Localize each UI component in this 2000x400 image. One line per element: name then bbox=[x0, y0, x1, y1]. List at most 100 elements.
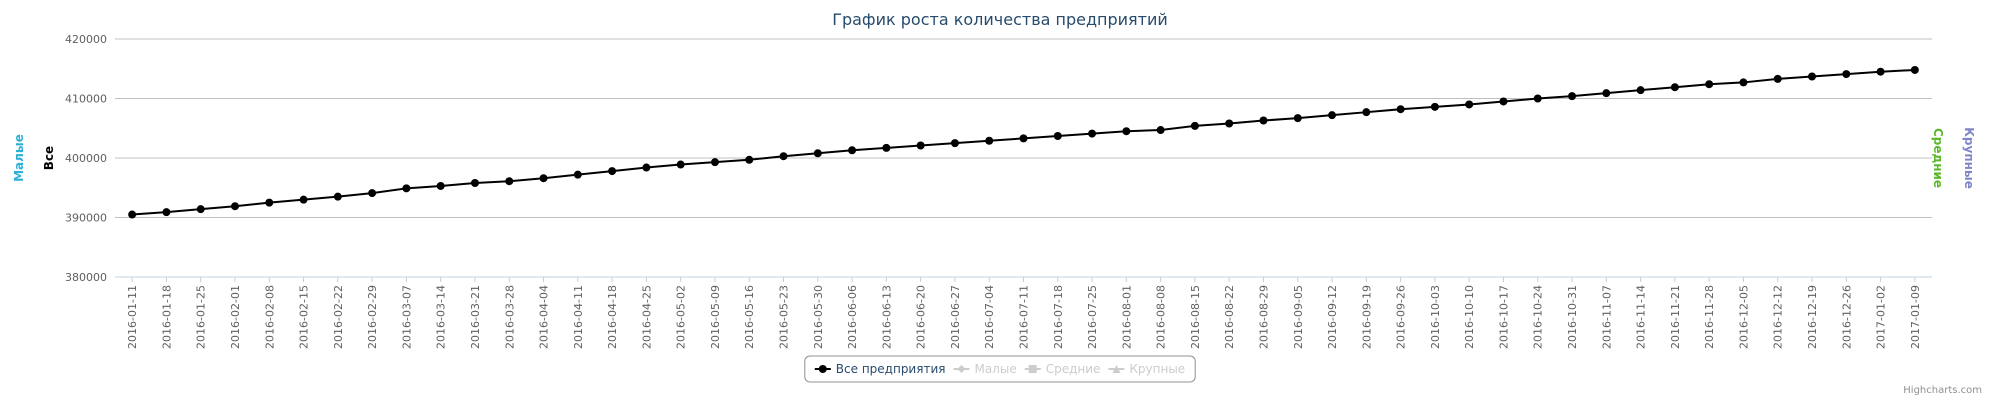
x-tick-label: 2016-07-25 bbox=[1086, 285, 1099, 349]
point bbox=[573, 170, 582, 179]
point bbox=[1053, 131, 1062, 140]
point bbox=[1670, 83, 1679, 92]
chart-title: График роста количества предприятий bbox=[832, 10, 1168, 29]
point bbox=[676, 160, 685, 169]
legend: Все предприятия Малые Средние Крупные bbox=[804, 355, 1196, 383]
point bbox=[1636, 86, 1645, 95]
point bbox=[1568, 92, 1577, 101]
legend-label: Средние bbox=[1046, 362, 1101, 376]
point bbox=[1465, 100, 1474, 109]
x-tick-label: 2016-01-18 bbox=[160, 285, 173, 349]
x-tick-label: 2016-03-21 bbox=[469, 285, 482, 349]
x-tick-label: 2016-08-15 bbox=[1189, 285, 1202, 349]
point bbox=[1910, 65, 1919, 74]
point bbox=[1225, 119, 1234, 128]
x-tick-label: 2016-10-03 bbox=[1429, 285, 1442, 349]
point bbox=[162, 208, 171, 217]
x-tick-label: 2017-01-02 bbox=[1875, 285, 1888, 349]
point bbox=[1028, 365, 1037, 373]
y-axis-title: Крупные bbox=[1962, 127, 1976, 189]
point bbox=[1808, 72, 1817, 81]
x-tick-label: 2016-03-28 bbox=[503, 285, 516, 349]
point bbox=[1739, 78, 1748, 87]
x-tick-label: 2016-09-12 bbox=[1326, 285, 1339, 349]
point bbox=[1259, 116, 1268, 125]
x-tick-label: 2016-10-10 bbox=[1463, 285, 1476, 349]
x-tick-label: 2016-12-19 bbox=[1806, 285, 1819, 349]
point bbox=[436, 181, 445, 190]
legend-item[interactable]: Малые bbox=[953, 362, 1017, 376]
x-tick-label: 2016-04-04 bbox=[538, 285, 551, 349]
legend-item[interactable]: Средние bbox=[1024, 362, 1101, 376]
point bbox=[299, 195, 308, 204]
x-tick-label: 2016-03-07 bbox=[400, 285, 413, 349]
point bbox=[1876, 67, 1885, 76]
point bbox=[916, 141, 925, 150]
point bbox=[813, 149, 822, 158]
x-tick-label: 2016-08-08 bbox=[1155, 285, 1168, 349]
point bbox=[505, 177, 514, 186]
point bbox=[1705, 80, 1714, 89]
point bbox=[608, 167, 617, 176]
x-tick-label: 2016-05-23 bbox=[778, 285, 791, 349]
point bbox=[1112, 365, 1121, 373]
point bbox=[1088, 129, 1097, 138]
x-tick-label: 2016-10-24 bbox=[1532, 285, 1545, 349]
point bbox=[470, 178, 479, 187]
y-tick-label: 400000 bbox=[65, 152, 107, 165]
x-tick-label: 2016-06-20 bbox=[915, 285, 928, 349]
x-tick-label: 2017-01-09 bbox=[1909, 285, 1922, 349]
legend-box bbox=[804, 355, 1196, 383]
x-tick-label: 2016-05-09 bbox=[709, 285, 722, 349]
legend-item[interactable]: Все предприятия bbox=[814, 362, 946, 376]
point bbox=[1533, 94, 1542, 103]
x-tick-label: 2016-02-29 bbox=[366, 285, 379, 349]
x-tick-label: 2016-12-26 bbox=[1840, 285, 1853, 349]
y-tick-label: 380000 bbox=[65, 271, 107, 284]
point bbox=[1602, 89, 1611, 98]
point bbox=[402, 184, 411, 193]
credits[interactable]: Highcharts.com bbox=[1903, 385, 1982, 396]
x-tick-label: 2016-06-13 bbox=[880, 285, 893, 349]
point bbox=[950, 139, 959, 148]
point bbox=[1293, 114, 1302, 123]
x-tick-label: 2016-08-22 bbox=[1223, 285, 1236, 349]
x-tick-label: 2016-07-11 bbox=[1018, 285, 1031, 349]
x-tick-label: 2016-01-25 bbox=[195, 285, 208, 349]
point bbox=[1842, 70, 1851, 79]
y-axis-title: Малые bbox=[12, 134, 26, 182]
x-tick-label: 2016-04-11 bbox=[572, 285, 585, 349]
x-tick-label: 2016-12-12 bbox=[1772, 285, 1785, 349]
legend-label: Крупные bbox=[1129, 362, 1185, 376]
point bbox=[710, 158, 719, 167]
point bbox=[333, 192, 342, 201]
legend-label: Малые bbox=[974, 362, 1016, 376]
point bbox=[779, 152, 788, 161]
point bbox=[1430, 102, 1439, 111]
point bbox=[1190, 121, 1199, 130]
x-tick-label: 2016-05-02 bbox=[675, 285, 688, 349]
x-tick-label: 2016-12-05 bbox=[1737, 285, 1750, 349]
point bbox=[848, 146, 857, 155]
point bbox=[882, 143, 891, 152]
x-tick-label: 2016-08-29 bbox=[1257, 285, 1270, 349]
x-tick-label: 2016-02-08 bbox=[263, 285, 276, 349]
point bbox=[196, 205, 205, 214]
x-tick-label: 2016-03-14 bbox=[435, 285, 448, 349]
point bbox=[957, 365, 966, 373]
point bbox=[985, 136, 994, 145]
point bbox=[1773, 74, 1782, 83]
x-tick-label: 2016-09-19 bbox=[1360, 285, 1373, 349]
x-tick-label: 2016-06-27 bbox=[949, 285, 962, 349]
legend-label: Все предприятия bbox=[836, 362, 946, 376]
point bbox=[539, 174, 548, 183]
point bbox=[230, 202, 239, 211]
x-tick-label: 2016-11-21 bbox=[1669, 285, 1682, 349]
x-tick-label: 2016-09-26 bbox=[1395, 285, 1408, 349]
x-tick-label: 2016-11-14 bbox=[1635, 285, 1648, 349]
point bbox=[1499, 97, 1508, 106]
x-tick-label: 2016-10-17 bbox=[1497, 285, 1510, 349]
x-tick-label: 2016-08-01 bbox=[1120, 285, 1133, 349]
legend-item[interactable]: Крупные bbox=[1108, 362, 1185, 376]
